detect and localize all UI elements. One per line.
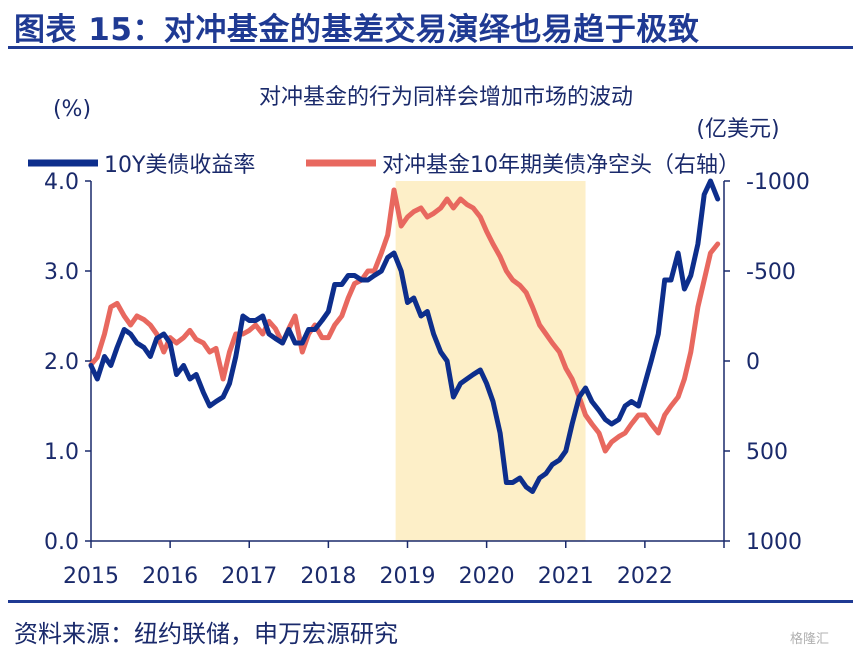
source-rule — [8, 600, 853, 603]
x-tick-label: 2017 — [221, 564, 277, 589]
chart-title: 对冲基金的行为同样会增加市场的波动 — [259, 85, 633, 110]
right-tick-label: 500 — [746, 440, 788, 465]
right-axis-label: (亿美元) — [696, 117, 779, 142]
watermark: 格隆汇 — [790, 632, 830, 647]
axes: 0.0 1.0 2.0 3.0 4.0 1000 500 0 -500 -1000 2015 2016… — [44, 170, 810, 589]
source-note: 资料来源：纽约联储，申万宏源研究 — [14, 620, 398, 648]
right-tick-label: -500 — [746, 260, 796, 285]
left-tick-label: 3.0 — [44, 260, 79, 285]
legend: 10Y美债收益率 对冲基金10年期美债净空头（右轴） — [28, 153, 740, 178]
series-line-hedge-fund-net-short — [88, 187, 721, 454]
x-tick-label: 2018 — [300, 564, 356, 589]
x-tick-label: 2022 — [617, 564, 673, 589]
left-tick-label: 4.0 — [44, 170, 79, 195]
series-line-10y-yield — [88, 178, 721, 494]
x-tick-label: 2016 — [142, 564, 198, 589]
x-tick-label: 2020 — [459, 564, 515, 589]
figure-title: 图表 15：对冲基金的基差交易演绎也易趋于极致 — [14, 12, 700, 48]
x-tick-label: 2019 — [380, 564, 436, 589]
left-axis-label: (%) — [53, 97, 91, 122]
legend-label-hedge: 对冲基金10年期美债净空头（右轴） — [382, 153, 740, 178]
right-tick-label: 1000 — [746, 530, 802, 555]
series-lines — [88, 178, 721, 494]
legend-label-10y: 10Y美债收益率 — [104, 153, 255, 178]
left-tick-label: 1.0 — [44, 440, 79, 465]
x-tick-label: 2015 — [63, 564, 119, 589]
right-tick-label: 0 — [746, 350, 760, 375]
x-tick-label: 2021 — [538, 564, 594, 589]
title-rule — [8, 46, 853, 49]
left-tick-label: 2.0 — [44, 350, 79, 375]
right-tick-label: -1000 — [746, 170, 810, 195]
left-tick-label: 0.0 — [44, 530, 79, 555]
